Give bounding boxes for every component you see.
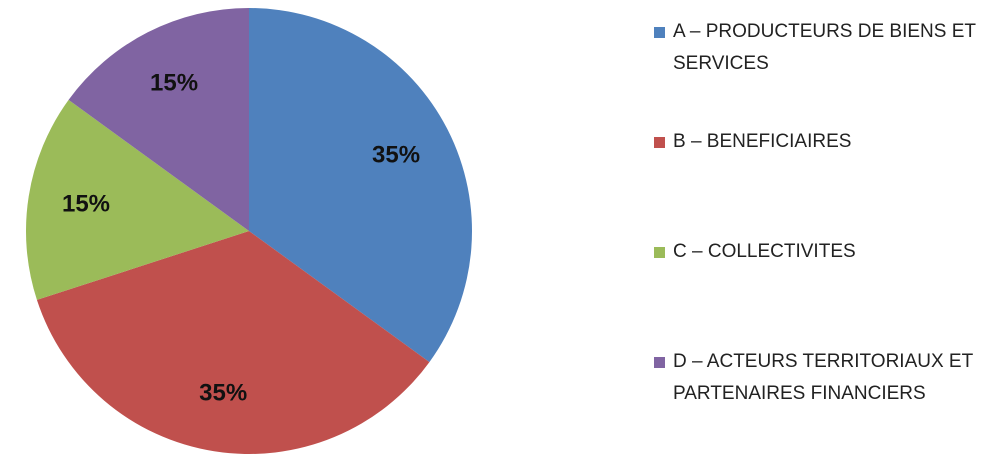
legend-label: B – BENEFICIAIRES — [673, 131, 852, 152]
legend-item: C – COLLECTIVITES — [654, 236, 999, 268]
legend-swatch — [654, 137, 665, 148]
slice — [249, 8, 473, 363]
legend-swatch — [654, 27, 665, 38]
legend-label: C – COLLECTIVITES — [673, 241, 856, 262]
legend-item: D – ACTEURS TERRITORIAUX ET PARTENAIRES … — [654, 346, 999, 410]
slice — [26, 99, 250, 300]
legend-swatch — [654, 247, 665, 258]
legend-item: A – PRODUCTEURS DE BIENS ET SERVICES — [654, 16, 999, 80]
data-label: 35% — [372, 141, 420, 168]
data-label: 35% — [199, 379, 247, 406]
slice — [36, 231, 430, 454]
legend-swatch — [654, 357, 665, 368]
legend-item: B – BENEFICIAIRES — [654, 126, 999, 158]
legend-label: A – PRODUCTEURS DE BIENS ET SERVICES — [673, 21, 976, 74]
slice — [68, 8, 250, 231]
legend-label: D – ACTEURS TERRITORIAUX ET PARTENAIRES … — [673, 351, 973, 404]
data-label: 15% — [62, 191, 110, 218]
data-label: 15% — [150, 69, 198, 96]
